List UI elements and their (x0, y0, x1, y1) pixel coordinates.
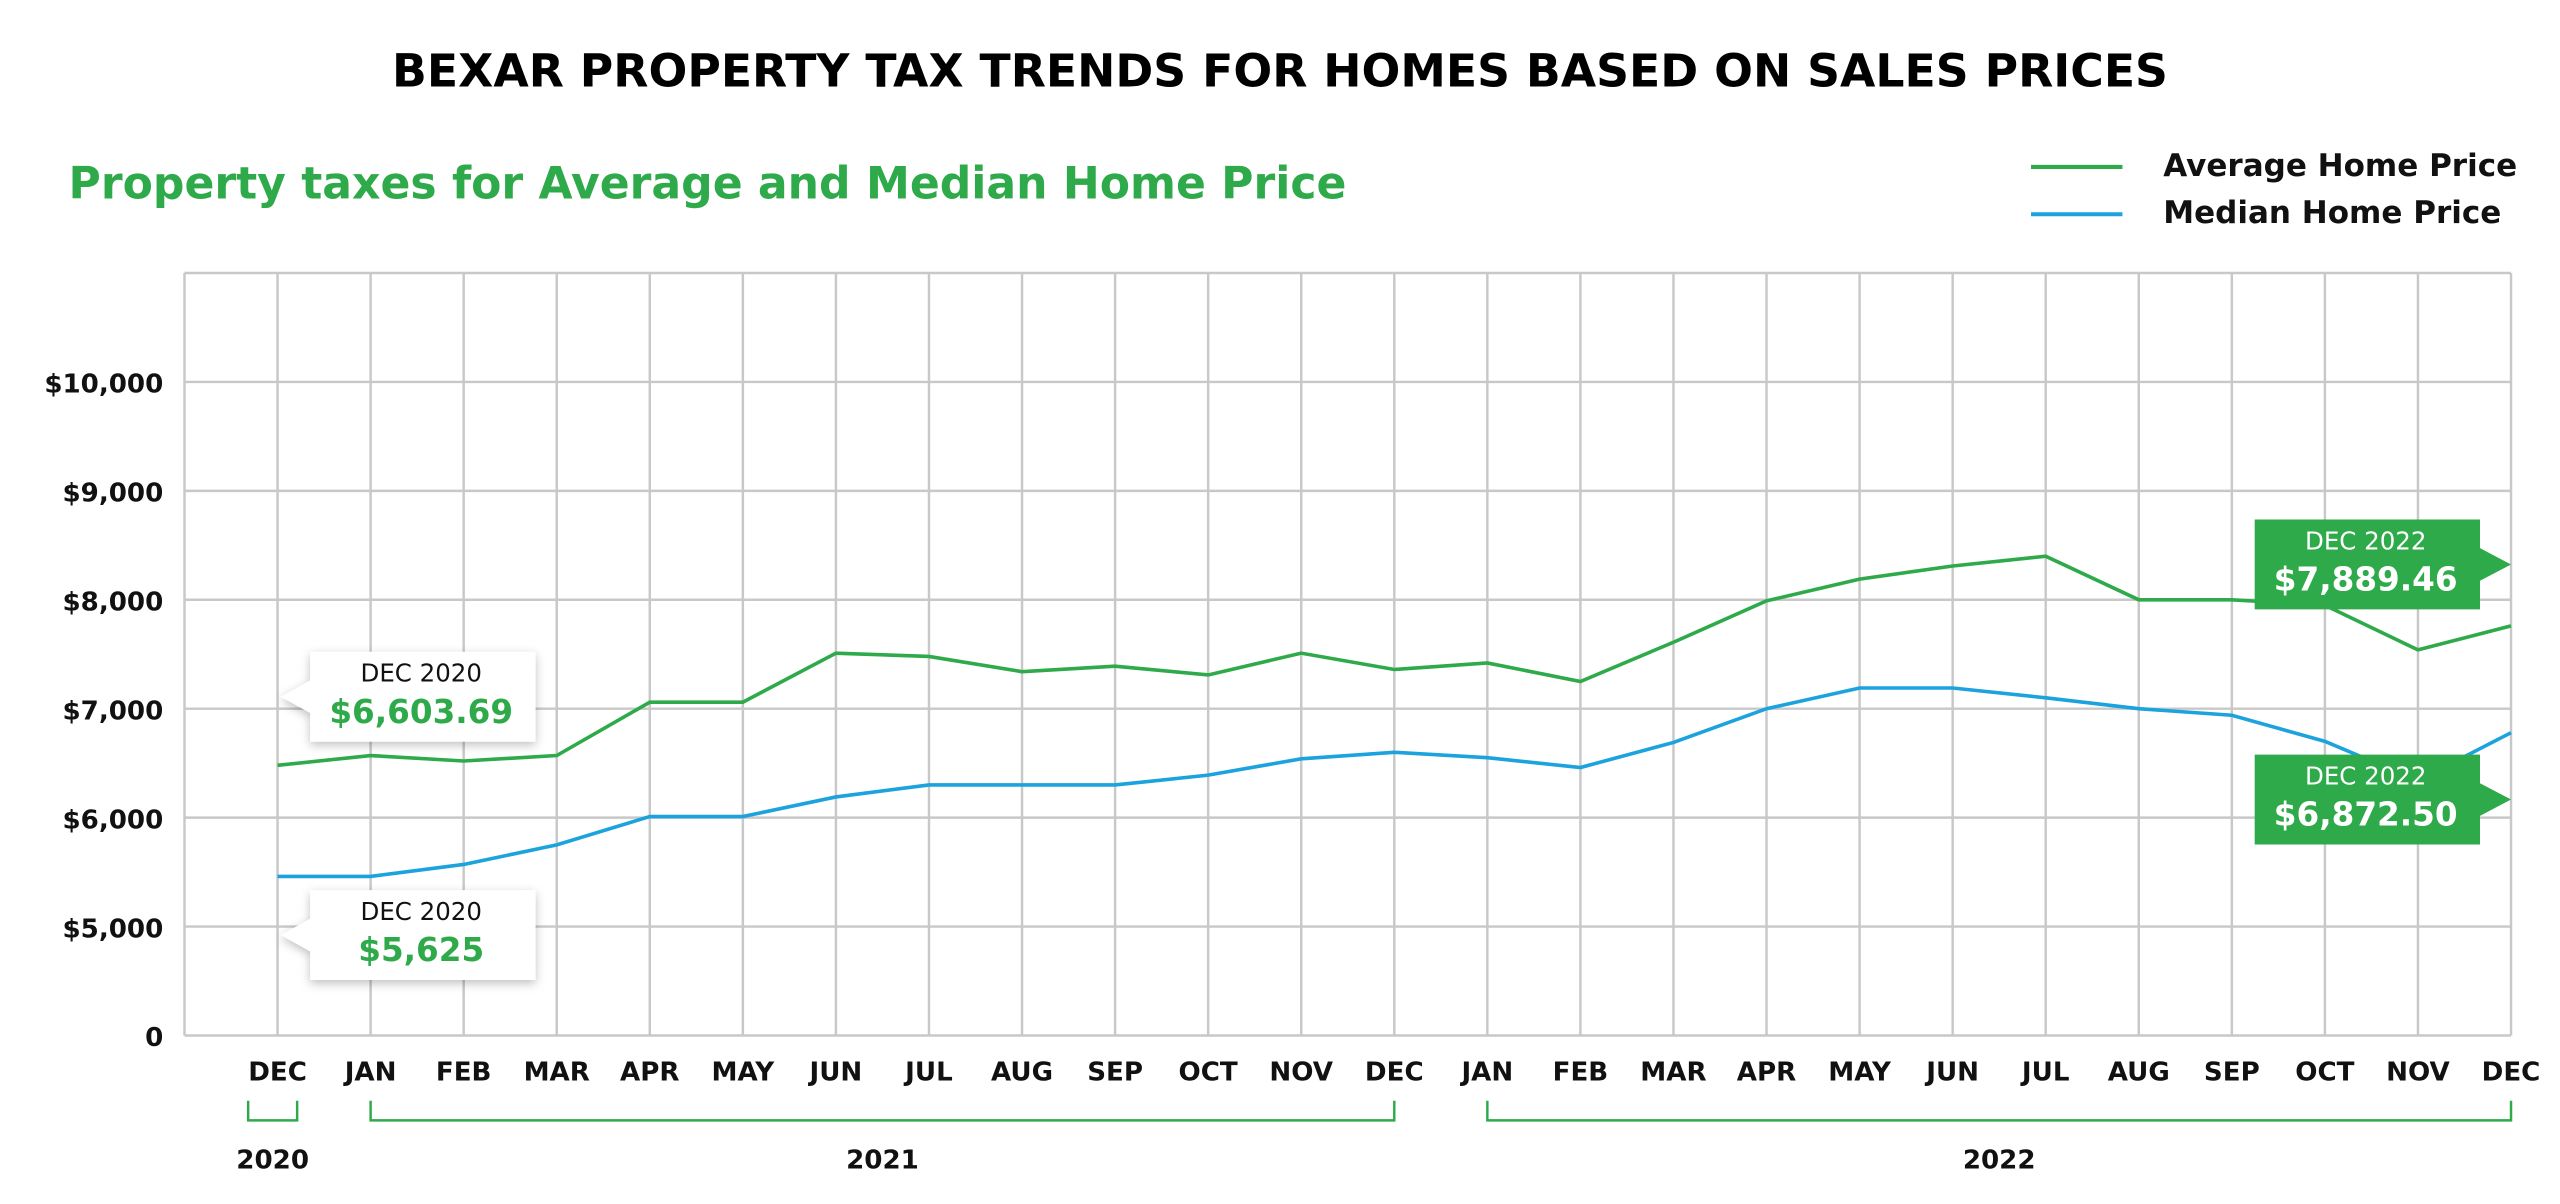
chart-title: BEXAR PROPERTY TAX TRENDS FOR HOMES BASE… (392, 44, 2168, 97)
callout-amount: $5,625 (358, 931, 484, 969)
x-tick-label: MAY (1828, 1058, 1892, 1088)
plot (277, 554, 2512, 879)
x-tick-label: JAN (1459, 1058, 1513, 1088)
x-tick-label: APR (1737, 1058, 1796, 1088)
y-tick-label: $7,000 (62, 696, 163, 726)
x-tick-label: OCT (2295, 1058, 2354, 1088)
grid: 0 $5,000 $6,000 $7,000 $8,000 $9,000 $10,000 DE… (44, 148, 2540, 1176)
callout-amount: $6,872.50 (2274, 796, 2458, 834)
y-tick-label: 0 (145, 1023, 163, 1053)
x-tick-label: SEP (2204, 1058, 2260, 1088)
x-tick-label: DEC (248, 1058, 307, 1088)
x-tick-label: OCT (1179, 1058, 1238, 1088)
series-line (277, 686, 2512, 879)
y-tick-label: $9,000 (62, 479, 163, 509)
series-line (277, 554, 2512, 768)
year-bracket (246, 1100, 299, 1122)
year-label: 2021 (846, 1146, 919, 1176)
callout-box (2254, 519, 2512, 610)
x-tick-label: JUN (1924, 1058, 1979, 1088)
x-tick-label: JAN (343, 1058, 397, 1088)
y-tick-label: $10,000 (44, 370, 163, 400)
callout-date: DEC 2022 (2305, 526, 2426, 555)
callout-box (280, 651, 536, 742)
year-bracket (369, 1100, 1396, 1122)
callout-date: DEC 2020 (361, 897, 482, 926)
year-bracket (1486, 1100, 2513, 1122)
x-tick-label: SEP (1087, 1058, 1143, 1088)
chart-subtitle: Property taxes for Average and Median Ho… (69, 158, 1347, 209)
callout-box (2254, 754, 2512, 845)
x-tick-label: DEC (2482, 1058, 2541, 1088)
x-tick-label: AUG (991, 1058, 1053, 1088)
x-tick-label: NOV (2386, 1058, 2450, 1088)
x-tick-label: MAR (1640, 1058, 1706, 1088)
x-tick-label: APR (620, 1058, 679, 1088)
x-tick-label: DEC (1365, 1058, 1424, 1088)
x-tick-label: MAY (712, 1058, 776, 1088)
x-tick-label: MAR (524, 1058, 590, 1088)
x-tick-label: FEB (1553, 1058, 1609, 1088)
year-label: 2022 (1963, 1146, 2036, 1176)
x-tick-label: FEB (436, 1058, 492, 1088)
y-tick-label: $6,000 (62, 805, 163, 835)
callout-amount: $6,603.69 (329, 693, 513, 731)
callout-box (280, 890, 536, 980)
year-label: 2020 (236, 1146, 309, 1176)
x-tick-label: AUG (2108, 1058, 2170, 1088)
legend-label: Average Home Price (2163, 148, 2517, 184)
callout-date: DEC 2022 (2305, 762, 2426, 791)
annotations: DEC 2020 $6,603.69 DEC 2020 $5,625 DEC 2022 $… (280, 519, 2512, 980)
y-tick-label: $8,000 (62, 588, 163, 618)
x-tick-label: NOV (1269, 1058, 1333, 1088)
callout-amount: $7,889.46 (2274, 561, 2458, 599)
x-tick-label: JUN (808, 1058, 863, 1088)
x-tick-label: JUL (2020, 1058, 2070, 1088)
y-tick-label: $5,000 (62, 914, 163, 944)
callout-date: DEC 2020 (361, 659, 482, 688)
x-tick-label: JUL (903, 1058, 953, 1088)
legend-label: Median Home Price (2163, 195, 2501, 231)
